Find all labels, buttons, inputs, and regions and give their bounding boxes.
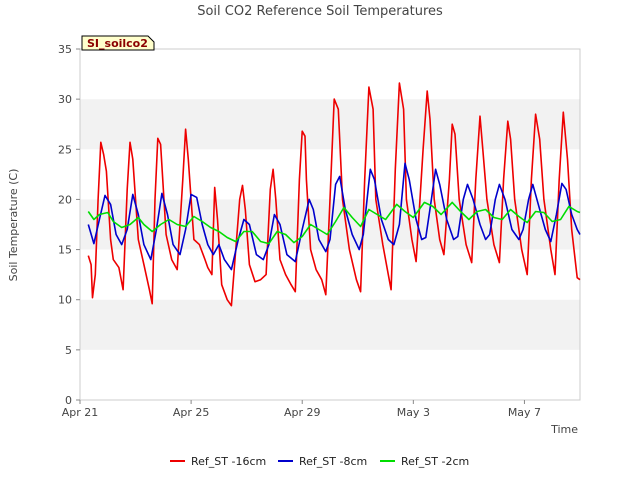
site-badge: SI_soilco2 bbox=[81, 35, 155, 51]
x-axis-label: Time bbox=[550, 423, 578, 436]
x-tick-label: Apr 29 bbox=[284, 406, 321, 419]
legend-label: Ref_ST -2cm bbox=[401, 455, 469, 468]
grid-band bbox=[80, 349, 580, 400]
y-tick-label: 30 bbox=[58, 93, 72, 106]
y-axis: 0 5 10 15 20 25 30 35 bbox=[58, 43, 80, 407]
y-tick-label: 0 bbox=[65, 394, 72, 407]
series-line-3 bbox=[87, 201, 581, 245]
series-line-1 bbox=[87, 82, 581, 307]
series-line-2 bbox=[87, 162, 581, 271]
y-axis-label: Soil Temperature (C) bbox=[7, 169, 20, 282]
legend-label: Ref_ST -16cm bbox=[191, 455, 266, 468]
y-tick-label: 10 bbox=[58, 294, 72, 307]
x-tick-label: Apr 25 bbox=[173, 406, 210, 419]
y-tick-label: 35 bbox=[58, 43, 72, 56]
y-tick-label: 20 bbox=[58, 193, 72, 206]
chart-title: Soil CO2 Reference Soil Temperatures bbox=[197, 4, 443, 19]
x-axis: Apr 21 Apr 25 Apr 29 May 3 May 7 bbox=[62, 400, 541, 419]
x-tick-label: May 3 bbox=[397, 406, 430, 419]
grid-band bbox=[80, 299, 580, 350]
legend-label: Ref_ST -8cm bbox=[299, 455, 367, 468]
grid-band bbox=[80, 249, 580, 300]
site-badge-box bbox=[81, 35, 155, 51]
y-tick-label: 15 bbox=[58, 244, 72, 257]
x-tick-label: May 7 bbox=[508, 406, 541, 419]
grid-band bbox=[80, 49, 580, 100]
series-lines bbox=[87, 82, 581, 307]
site-badge-label: SI_soilco2 bbox=[87, 37, 148, 50]
x-tick-label: Apr 21 bbox=[62, 406, 99, 419]
y-tick-label: 25 bbox=[58, 143, 72, 156]
legend: Ref_ST -16cm Ref_ST -8cm Ref_ST -2cm bbox=[170, 455, 469, 468]
plot-frame bbox=[79, 48, 581, 401]
grid-band bbox=[80, 99, 580, 150]
y-tick-label: 5 bbox=[65, 344, 72, 357]
